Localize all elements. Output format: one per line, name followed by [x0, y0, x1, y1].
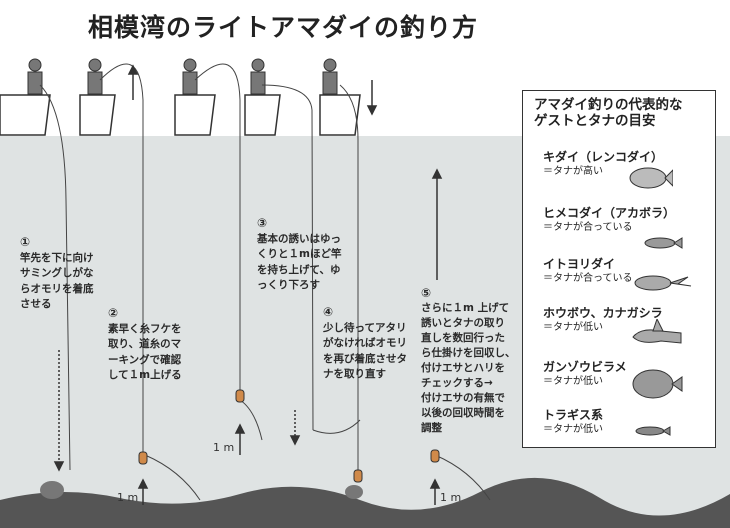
fish-entry: ホウボウ、カナガシラ ＝タナが低い — [543, 305, 682, 344]
distance-label: 1 m — [117, 491, 139, 504]
step-number: ① — [20, 235, 31, 249]
fish-entry: キダイ（レンコダイ） ＝タナが高い — [543, 149, 673, 189]
fish-illustration-icon — [644, 237, 683, 249]
step-number: ③ — [257, 216, 268, 230]
fish-illustration-icon — [632, 369, 683, 399]
step-text: 素早く糸フケを 取り、道糸のマ ーキングで確認 して１m上げる — [108, 322, 182, 382]
distance-label: 1 m — [213, 441, 235, 454]
page-title: 相模湾のライトアマダイの釣り方 — [88, 13, 479, 42]
fish-illustration-icon — [634, 275, 692, 291]
step-4: ④ 少し待ってアタリ がなければオモリ を再び着底させタ ナを取り直す — [323, 305, 407, 383]
guest-fish-panel: アマダイ釣りの代表的な ゲストとタナの目安 キダイ（レンコダイ） ＝タナが高い ヒ… — [522, 90, 716, 448]
fish-tana: ＝タナが合っている — [543, 222, 633, 233]
step-number: ④ — [323, 305, 334, 319]
step-1: ① 竿先を下に向け サミングしがな らオモリを着底 させる — [20, 235, 94, 313]
seabed — [0, 477, 730, 528]
boats — [0, 94, 361, 136]
step-number: ② — [108, 306, 119, 320]
fish-name: トラギス系 — [543, 408, 604, 422]
fish-entry: ヒメコダイ（アカボラ） ＝タナが合っている — [543, 205, 683, 249]
sand-clouds — [40, 481, 363, 499]
step-2: ② 素早く糸フケを 取り、道糸のマ ーキングで確認 して１m上げる — [108, 306, 182, 384]
fish-tana: ＝タナが合っている — [543, 273, 633, 284]
fish-tana: ＝タナが高い — [543, 166, 603, 177]
fish-tana: ＝タナが低い — [543, 376, 603, 387]
step-text: 竿先を下に向け サミングしがな らオモリを着底 させる — [20, 251, 94, 311]
fish-illustration-icon — [629, 167, 673, 189]
step-3: ③ 基本の誘いはゆっ くりと１mほど竿 を持ち上げて、ゆ っくり下ろす — [257, 216, 341, 294]
rods-and-lines — [39, 63, 491, 501]
fish-name: イトヨリダイ — [543, 257, 616, 271]
motion-arrows — [53, 64, 443, 505]
step-text: 基本の誘いはゆっ くりと１mほど竿 を持ち上げて、ゆ っくり下ろす — [257, 232, 342, 292]
fish-name: ヒメコダイ（アカボラ） — [543, 206, 676, 220]
fish-tana: ＝タナが低い — [543, 424, 603, 435]
step-text: 少し待ってアタリ がなければオモリ を再び着底させタ ナを取り直す — [323, 321, 407, 381]
fish-illustration-icon — [635, 426, 671, 436]
step-number: ⑤ — [421, 286, 432, 300]
step-text: さらに１m 上げて 誘いとタナの取り 直しを数回行った ら仕掛けを回収し、 付け… — [421, 302, 516, 434]
fish-name: ガンゾウビラメ — [543, 360, 627, 374]
anglers — [27, 58, 338, 95]
distance-label: 1 m — [440, 491, 462, 504]
fish-entry: ガンゾウビラメ ＝タナが低い — [543, 359, 683, 399]
fish-illustration-icon — [632, 319, 682, 344]
sinkers — [138, 389, 440, 483]
panel-title: アマダイ釣りの代表的な ゲストとタナの目安 — [534, 97, 683, 129]
fish-name: キダイ（レンコダイ） — [543, 150, 664, 164]
fish-entry: イトヨリダイ ＝タナが合っている — [543, 256, 692, 291]
fish-tana: ＝タナが低い — [543, 322, 603, 333]
fish-name: ホウボウ、カナガシラ — [543, 306, 663, 320]
step-5: ⑤ さらに１m 上げて 誘いとタナの取り 直しを数回行った ら仕掛けを回収し、 付… — [421, 286, 516, 436]
fish-entry: トラギス系 ＝タナが低い — [543, 407, 671, 437]
